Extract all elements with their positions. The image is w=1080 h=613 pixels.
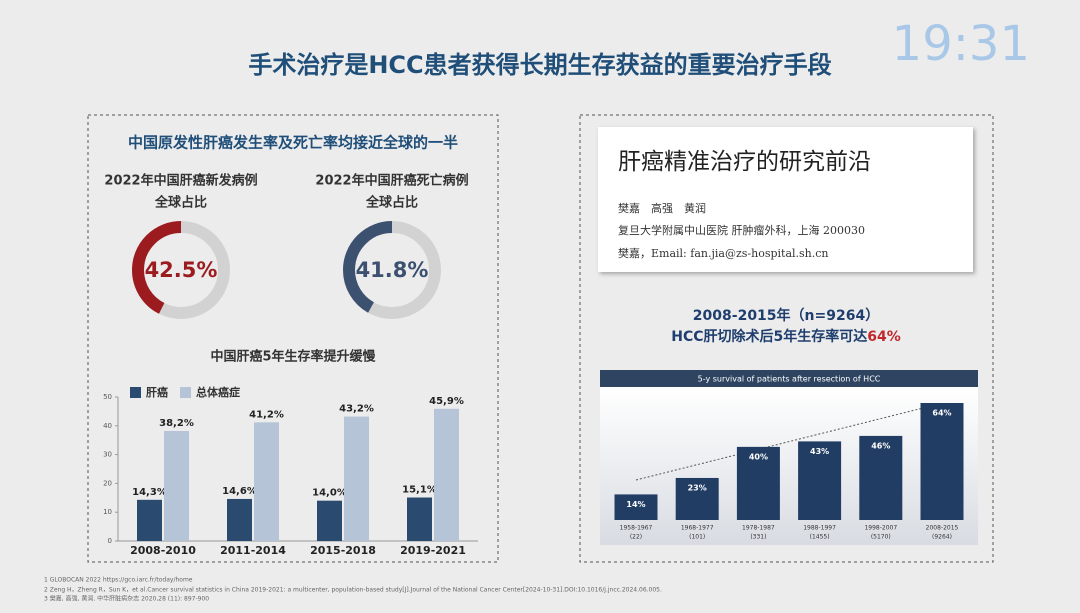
bar — [407, 497, 432, 541]
paper-contact: 樊嘉，Email: fan.jia@zs-hospital.sh.cn — [618, 246, 829, 260]
x-tick-label: 2019-2021 — [400, 544, 466, 557]
legend-label: 肝癌 — [146, 385, 168, 399]
count-label: (9264) — [932, 534, 952, 541]
left-panel — [87, 114, 499, 563]
chart-title: 中国肝癌5年生存率提升缓慢 — [210, 349, 376, 365]
chart-header-text: 5-y survival of patients after resection… — [698, 375, 881, 384]
subtitle-text: HCC肝切除术后5年生存率可达 — [671, 328, 867, 345]
value-label: 40% — [749, 452, 768, 461]
right-panel — [579, 114, 994, 563]
x-tick-label: 2011-2014 — [220, 544, 286, 557]
x-tick-label: 1968-1977 — [681, 525, 714, 532]
clock: 19:31 — [892, 16, 1030, 72]
paper-affiliation: 复旦大学附属中山医院 肝肿瘤外科，上海 200030 — [618, 223, 865, 237]
donut-subtitle: 全球占比 — [154, 195, 207, 211]
count-label: (5170) — [871, 534, 891, 541]
value-label: 14,3% — [132, 487, 167, 498]
legend-swatch — [180, 387, 191, 398]
value-label: 15,1% — [402, 485, 437, 496]
donut-label: 41.8% — [356, 258, 429, 282]
donut-subtitle: 全球占比 — [365, 195, 418, 211]
donut-arc — [343, 221, 441, 319]
bar — [920, 403, 964, 520]
trend-arrow — [635, 404, 936, 481]
bar — [344, 416, 369, 541]
value-label: 45,9% — [429, 396, 464, 407]
bar — [227, 498, 252, 541]
bar — [859, 435, 903, 520]
bar — [254, 422, 279, 541]
value-label: 38,2% — [159, 418, 194, 429]
x-tick-label: 2008-2010 — [130, 544, 196, 557]
donut-title: 2022年中国肝癌新发病例 — [104, 173, 257, 189]
value-label: 14,6% — [222, 486, 257, 497]
footnote: 1 GLOBOCAN 2022 https://gco.iarc.fr/toda… — [44, 577, 193, 584]
value-label: 23% — [688, 483, 707, 492]
bar — [164, 430, 189, 541]
x-tick-label: 1958-1967 — [620, 525, 653, 532]
y-tick-label: 20 — [103, 479, 112, 487]
bar — [317, 500, 342, 541]
bar — [434, 408, 459, 541]
value-label: 41,2% — [249, 409, 284, 420]
x-tick-label: 1978-1987 — [742, 525, 775, 532]
bar — [736, 446, 780, 520]
count-label: (1455) — [810, 534, 830, 541]
chart-background — [600, 387, 978, 545]
panel-heading: 中国原发性肝癌发生率及死亡率均接近全球的一半 — [128, 134, 458, 152]
slide-title: 手术治疗是HCC患者获得长期生存获益的重要治疗手段 — [248, 51, 831, 79]
y-tick-label: 50 — [103, 393, 112, 401]
donut-label: 42.5% — [145, 258, 218, 282]
x-tick-label: 1988-1997 — [803, 525, 836, 532]
count-label: (22) — [630, 534, 642, 541]
x-tick-label: 1998-2007 — [864, 525, 897, 532]
footnote: 2 Zeng H，Zheng R，Sun K，et al.Cancer surv… — [44, 587, 662, 594]
y-tick-label: 10 — [103, 508, 112, 516]
value-label: 46% — [871, 441, 890, 450]
paper-title: 肝癌精准治疗的研究前沿 — [618, 149, 871, 175]
paper-authors: 樊嘉 高强 黄润 — [618, 201, 706, 215]
x-tick-label: 2008-2015 — [926, 525, 959, 532]
chart-title: 2008-2015年（n=9264） — [693, 307, 879, 324]
y-tick-label: 0 — [108, 537, 112, 545]
y-tick-label: 30 — [103, 451, 112, 459]
value-label: 43% — [810, 447, 829, 456]
donut-arc — [132, 221, 230, 319]
value-label: 14% — [626, 500, 645, 509]
chart-subtitle: HCC肝切除术后5年生存率可达64% — [671, 328, 901, 345]
legend-label: 总体癌症 — [196, 385, 240, 399]
value-label: 14,0% — [312, 488, 347, 499]
count-label: (331) — [750, 534, 766, 541]
bar — [137, 499, 162, 541]
chart-header — [600, 370, 978, 387]
bar — [798, 441, 842, 520]
legend-swatch — [130, 387, 141, 398]
y-tick-label: 40 — [103, 422, 112, 430]
value-label: 64% — [932, 409, 951, 418]
donut-title: 2022年中国肝癌死亡病例 — [315, 173, 468, 189]
value-label: 43,2% — [339, 404, 374, 415]
bar — [614, 494, 658, 520]
highlight: 64% — [867, 329, 901, 345]
x-tick-label: 2015-2018 — [310, 544, 376, 557]
paper-excerpt — [598, 127, 973, 272]
count-label: (101) — [689, 534, 705, 541]
footnote: 3 樊嘉, 高强, 黄润. 中华肝脏病杂志 2020,28 (11): 897-… — [44, 595, 209, 603]
bar — [675, 477, 719, 520]
